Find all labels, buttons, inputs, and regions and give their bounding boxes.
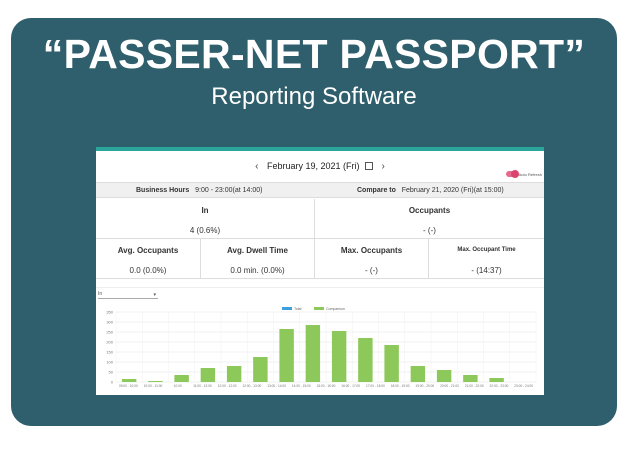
x-tick-label: 11:00 - 12:00: [193, 384, 212, 388]
bar-comparison: [463, 375, 478, 382]
x-tick-label: 20:00 - 21:00: [440, 384, 459, 388]
business-hours-value: 9:00 - 23:00(at 14:00): [195, 187, 263, 194]
current-date[interactable]: February 19, 2021 (Fri): [266, 161, 360, 171]
metrics-row-top: In 4 (0.6%) Occupants - (-): [96, 199, 544, 239]
metric-value: 0.0 (0.0%): [129, 266, 167, 275]
y-tick-label: 300: [106, 320, 113, 325]
chevron-right-icon[interactable]: ›: [381, 161, 385, 172]
x-tick-label: 16:00 - 17:00: [341, 384, 360, 388]
x-tick-label: 10:00: [174, 384, 182, 388]
x-tick-label: 10:00 - 11:00: [144, 384, 163, 388]
business-hours: Business Hours 9:00 - 23:00(at 14:00): [136, 187, 262, 194]
metric-label: Max. Occupants: [340, 246, 403, 255]
bar-comparison: [305, 325, 321, 382]
bar-comparison: [200, 368, 216, 382]
x-tick-label: 13:00 - 14:00: [267, 384, 286, 388]
x-tick-label: 17:00 - 18:00: [366, 384, 385, 388]
y-tick-label: 150: [106, 350, 113, 355]
metric-avg-occupants: Avg. Occupants 0.0 (0.0%): [96, 239, 201, 279]
y-tick-label: 0: [111, 380, 114, 385]
bar-comparison: [148, 381, 163, 382]
compare-to: Compare to February 21, 2020 (Fri)(at 15…: [357, 187, 504, 194]
y-tick-label: 250: [106, 330, 113, 335]
compare-to-value[interactable]: February 21, 2020 (Fri)(at 15:00): [401, 187, 504, 194]
x-tick-label: 22:00 - 23:00: [490, 384, 509, 388]
metric-select-value: In: [98, 291, 103, 297]
metric-label: Avg. Dwell Time: [227, 246, 288, 255]
metric-label: Occupants: [408, 206, 451, 215]
x-tick-label: 12:00 - 13:00: [242, 384, 261, 388]
y-tick-label: 200: [106, 340, 113, 345]
bar-comparison: [489, 378, 504, 382]
metric-label: In: [201, 206, 209, 215]
metric-value: 0.0 min. (0.0%): [230, 266, 285, 275]
metric-max-occupant-time: Max. Occupant Time - (14:37): [429, 239, 544, 279]
auto-refresh-toggle[interactable]: [506, 170, 519, 178]
x-tick-label: 15:00 - 16:00: [317, 384, 336, 388]
compare-to-label: Compare to: [357, 187, 396, 194]
app-screenshot: ‹ February 19, 2021 (Fri) › Auto Refresh…: [96, 147, 544, 395]
x-tick-label: 19:00 - 20:00: [415, 384, 434, 388]
chevron-down-icon: ▾: [153, 292, 156, 298]
metric-label: Avg. Occupants: [117, 246, 179, 255]
legend-swatch: [314, 307, 324, 310]
bar-comparison: [253, 357, 268, 382]
business-hours-label: Business Hours: [136, 187, 190, 194]
chevron-left-icon[interactable]: ‹: [255, 161, 259, 172]
metric-select[interactable]: In ▾: [98, 291, 158, 299]
x-tick-label: 18:00 - 19:00: [391, 384, 410, 388]
x-tick-label: 14:00 - 15:00: [292, 384, 311, 388]
filter-header-row: Business Hours 9:00 - 23:00(at 14:00) Co…: [96, 182, 544, 198]
x-tick-label: 12:00 - 12:00: [218, 384, 237, 388]
chart-area: In ▾ Total Comparison 0 50 100 150 200 250 300 35…: [96, 287, 544, 395]
legend-swatch: [282, 307, 292, 310]
app-top-bar: [96, 147, 544, 151]
auto-refresh-label: Auto Refresh: [518, 172, 542, 177]
y-tick-label: 100: [106, 360, 113, 365]
x-tick-label: 21:00 - 22:00: [465, 384, 484, 388]
metrics-row-bottom: Avg. Occupants 0.0 (0.0%) Avg. Dwell Tim…: [96, 239, 544, 279]
metric-value: - (-): [365, 266, 378, 275]
bar-comparison: [174, 375, 189, 382]
bar-comparison: [358, 338, 373, 382]
metric-max-occupants: Max. Occupants - (-): [315, 239, 429, 279]
metric-occupants: Occupants - (-): [315, 199, 544, 239]
hero-title: “PASSER-NET PASSPORT”: [42, 31, 586, 77]
legend-label: Total: [294, 307, 302, 311]
y-tick-label: 50: [109, 370, 114, 375]
bar-comparison: [384, 345, 399, 382]
metric-avg-dwell-time: Avg. Dwell Time 0.0 min. (0.0%): [201, 239, 315, 279]
x-tick-label: 09:00 - 10:00: [119, 384, 138, 388]
bar-comparison: [121, 379, 137, 382]
x-tick-label: 23:00 - 24:00: [514, 384, 533, 388]
legend-label: Comparison: [326, 307, 345, 311]
metric-value: - (-): [423, 226, 436, 235]
bar-comparison: [410, 366, 426, 382]
calendar-icon[interactable]: [365, 162, 374, 170]
date-navigator: ‹ February 19, 2021 (Fri) ›: [96, 161, 544, 177]
metric-label: Max. Occupant Time: [457, 247, 516, 253]
metric-value: - (14:37): [471, 266, 502, 275]
bar-comparison: [436, 370, 452, 382]
occupancy-bar-chart: Total Comparison 0 50 100 150 200 250 300 350 09:0…: [106, 307, 537, 388]
bar-comparison: [331, 331, 347, 382]
metric-value: 4 (0.6%): [189, 226, 221, 235]
bar-comparison: [279, 329, 294, 382]
metric-in: In 4 (0.6%): [96, 199, 315, 239]
hero-subtitle: Reporting Software: [211, 83, 417, 110]
bar-comparison: [226, 366, 242, 382]
y-tick-label: 350: [106, 310, 113, 315]
